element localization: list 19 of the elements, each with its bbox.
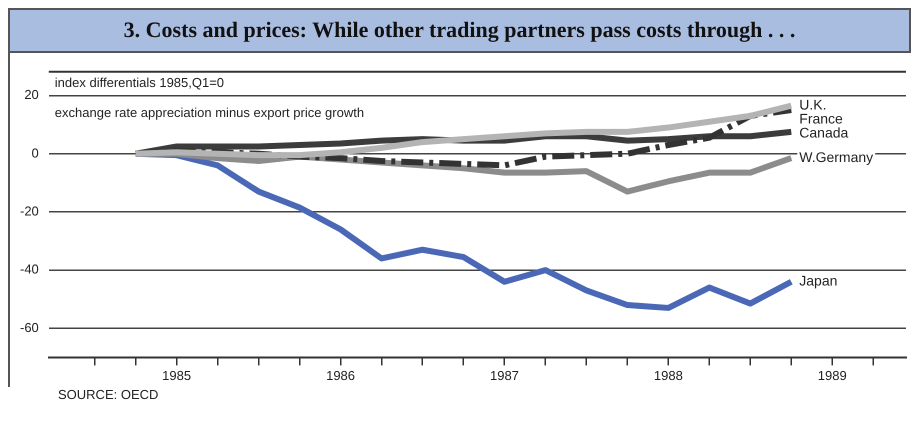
series-label: W.Germany [799,148,874,165]
series-label: U.K. [799,96,827,113]
y-tick-label: -20 [20,203,39,218]
series-label: Japan [799,272,838,289]
y-tick-label: 0 [32,145,39,160]
y-axis-title: index differentials 1985,Q1=0 [54,75,224,90]
y-tick-label: -40 [20,262,39,277]
x-tick-label: 1989 [818,368,847,383]
chart-title: 3. Costs and prices: While other trading partners pass costs through . . . [8,8,911,53]
series-label: France [799,110,844,127]
x-tick-label: 1985 [162,368,192,383]
text: exchange rate appreciation minus export price growth [54,105,364,120]
y-tick-label: -60 [20,320,39,335]
x-tick-label: 1988 [654,368,683,383]
x-tick-label: 1987 [490,368,519,383]
x-tick-label: 1986 [326,368,355,383]
series-label: Canada [799,124,849,141]
source-note: SOURCE: OECD [57,387,160,402]
y-tick-label: 20 [24,87,39,102]
